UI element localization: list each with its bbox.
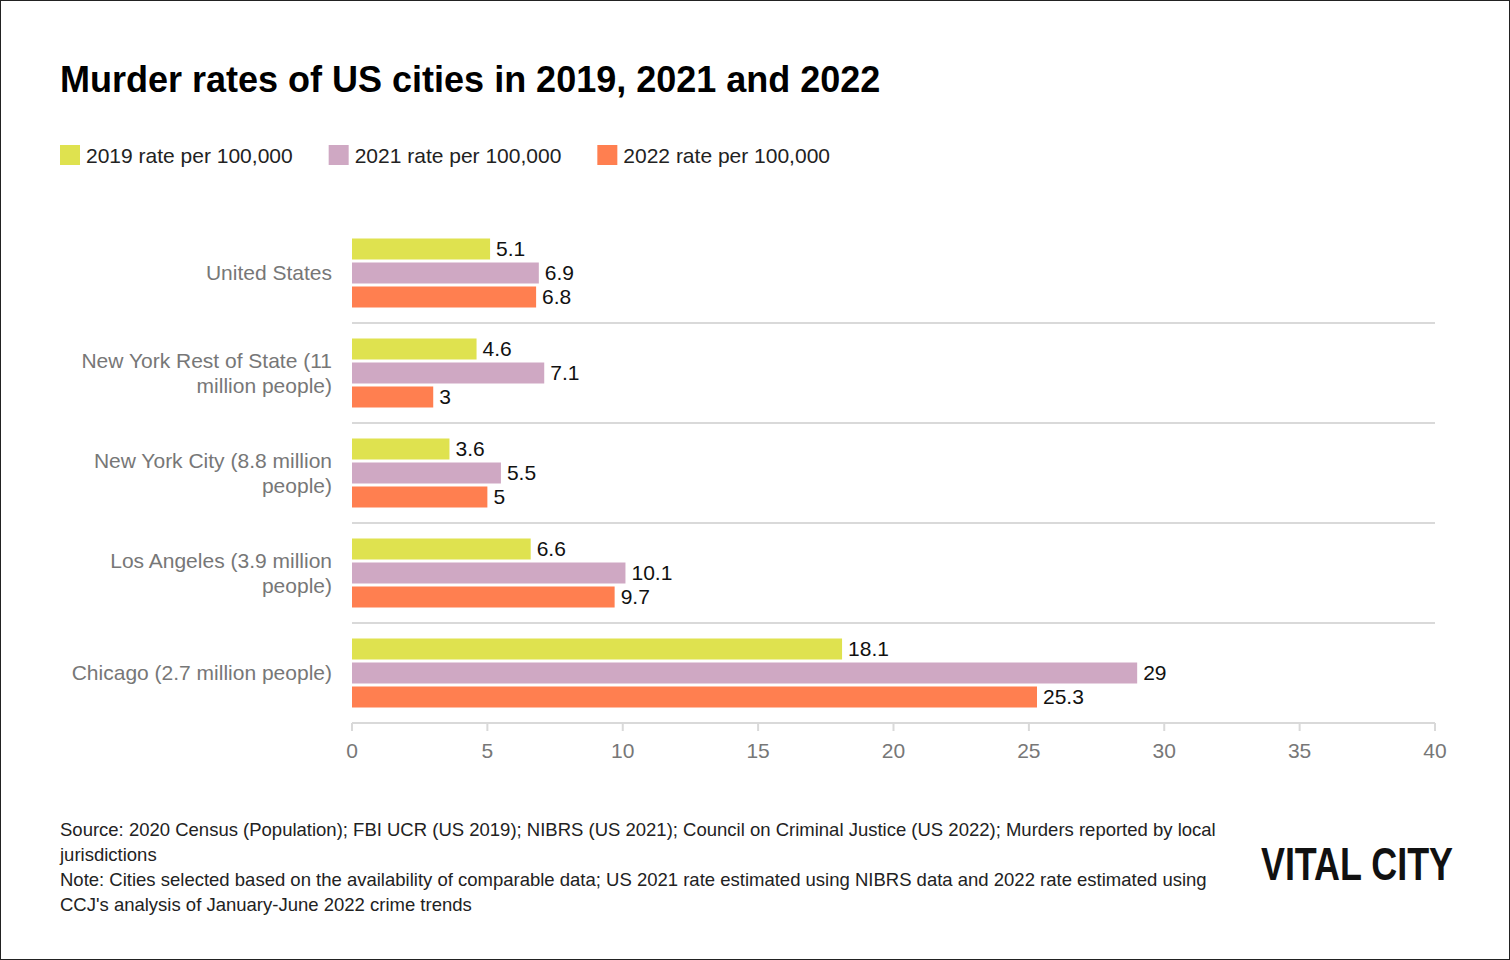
x-tick bbox=[622, 723, 624, 731]
note-line: CCJ's analysis of January-June 2022 crim… bbox=[60, 894, 472, 915]
data-label: 3.6 bbox=[455, 437, 484, 460]
data-label: 18.1 bbox=[848, 637, 889, 660]
category-label: New York Rest of State (11million people… bbox=[81, 349, 332, 397]
data-label: 7.1 bbox=[550, 361, 579, 384]
data-label: 3 bbox=[439, 385, 451, 408]
x-tick bbox=[893, 723, 895, 731]
legend-entry: 2022 rate per 100,000 bbox=[597, 144, 830, 167]
data-label: 6.8 bbox=[542, 285, 571, 308]
bar bbox=[352, 363, 544, 384]
data-label: 5.5 bbox=[507, 461, 536, 484]
group-separator bbox=[352, 322, 1435, 324]
note-text: Note: Cities selected based on the avail… bbox=[60, 869, 1207, 915]
x-tick bbox=[1434, 723, 1436, 731]
legend-entry: 2019 rate per 100,000 bbox=[60, 144, 293, 167]
bar bbox=[352, 263, 539, 284]
category-label-line: people) bbox=[262, 474, 332, 497]
x-tick-label: 0 bbox=[346, 739, 358, 762]
data-label: 9.7 bbox=[621, 585, 650, 608]
category-label: Chicago (2.7 million people) bbox=[72, 661, 332, 684]
x-tick bbox=[351, 723, 353, 731]
category-label-line: million people) bbox=[197, 374, 332, 397]
bar bbox=[352, 439, 449, 460]
x-tick-label: 35 bbox=[1288, 739, 1311, 762]
data-label: 5 bbox=[493, 485, 505, 508]
category-label: United States bbox=[206, 261, 332, 284]
brand-group: VITAL CITY bbox=[1261, 839, 1453, 890]
category-labels: United States New York Rest of State (11m… bbox=[72, 261, 332, 684]
x-tick-label: 25 bbox=[1017, 739, 1040, 762]
legend-entry: 2021 rate per 100,000 bbox=[329, 144, 562, 167]
source-line: Source: 2020 Census (Population); FBI UC… bbox=[60, 819, 1216, 840]
group-separator bbox=[352, 622, 1435, 624]
category-label-line: United States bbox=[206, 261, 332, 284]
source-text: Source: 2020 Census (Population); FBI UC… bbox=[59, 819, 1216, 865]
legend-label: 2022 rate per 100,000 bbox=[623, 144, 830, 167]
bar bbox=[352, 687, 1037, 708]
group-separator bbox=[352, 522, 1435, 524]
source-line: jurisdictions bbox=[59, 844, 157, 865]
legend-swatch bbox=[60, 145, 80, 165]
category-label-line: New York Rest of State (11 bbox=[81, 349, 332, 372]
category-label-line: New York City (8.8 million bbox=[94, 449, 332, 472]
data-label: 10.1 bbox=[631, 561, 672, 584]
x-tick bbox=[1163, 723, 1165, 731]
data-labels: 5.1 6.96.8 4.6 7.1 3 3.6 5.55 6.6 10.19.7 18.1 29 2… bbox=[439, 237, 1166, 708]
legend-label: 2021 rate per 100,000 bbox=[355, 144, 562, 167]
bar bbox=[352, 639, 842, 660]
x-tick-label: 40 bbox=[1423, 739, 1446, 762]
bar bbox=[352, 587, 615, 608]
data-label: 6.9 bbox=[545, 261, 574, 284]
bar bbox=[352, 663, 1137, 684]
category-label-line: people) bbox=[262, 574, 332, 597]
bar bbox=[352, 463, 501, 484]
x-tick-label: 30 bbox=[1153, 739, 1176, 762]
chart: Murder rates of US cities in 2019, 2021 … bbox=[0, 0, 1510, 960]
x-tick-label: 10 bbox=[611, 739, 634, 762]
data-label: 6.6 bbox=[537, 537, 566, 560]
frame bbox=[1, 1, 1510, 960]
title: Murder rates of US cities in 2019, 2021 … bbox=[60, 59, 880, 100]
bar bbox=[352, 539, 531, 560]
legend-swatch bbox=[329, 145, 349, 165]
bar bbox=[352, 339, 477, 360]
x-tick-label: 20 bbox=[882, 739, 905, 762]
bar bbox=[352, 239, 490, 260]
note-line: Note: Cities selected based on the avail… bbox=[60, 869, 1207, 890]
bar bbox=[352, 387, 433, 408]
x-tick-label: 5 bbox=[482, 739, 494, 762]
brand: VITAL CITY bbox=[1261, 839, 1453, 890]
data-label: 25.3 bbox=[1043, 685, 1084, 708]
category-label: Los Angeles (3.9 millionpeople) bbox=[110, 549, 332, 597]
x-tick bbox=[1028, 723, 1030, 731]
legend-label: 2019 rate per 100,000 bbox=[86, 144, 293, 167]
bar bbox=[352, 487, 487, 508]
data-label: 29 bbox=[1143, 661, 1166, 684]
x-tick bbox=[757, 723, 759, 731]
data-label: 5.1 bbox=[496, 237, 525, 260]
category-label-line: Los Angeles (3.9 million bbox=[110, 549, 332, 572]
bars bbox=[352, 239, 1137, 708]
x-tick bbox=[1299, 723, 1301, 731]
bar bbox=[352, 287, 536, 308]
group-separator bbox=[352, 422, 1435, 424]
category-label-line: Chicago (2.7 million people) bbox=[72, 661, 332, 684]
category-label: New York City (8.8 millionpeople) bbox=[94, 449, 332, 497]
legend-swatch bbox=[597, 145, 617, 165]
data-label: 4.6 bbox=[483, 337, 512, 360]
bar bbox=[352, 563, 625, 584]
x-tick bbox=[486, 723, 488, 731]
x-tick-label: 15 bbox=[746, 739, 769, 762]
